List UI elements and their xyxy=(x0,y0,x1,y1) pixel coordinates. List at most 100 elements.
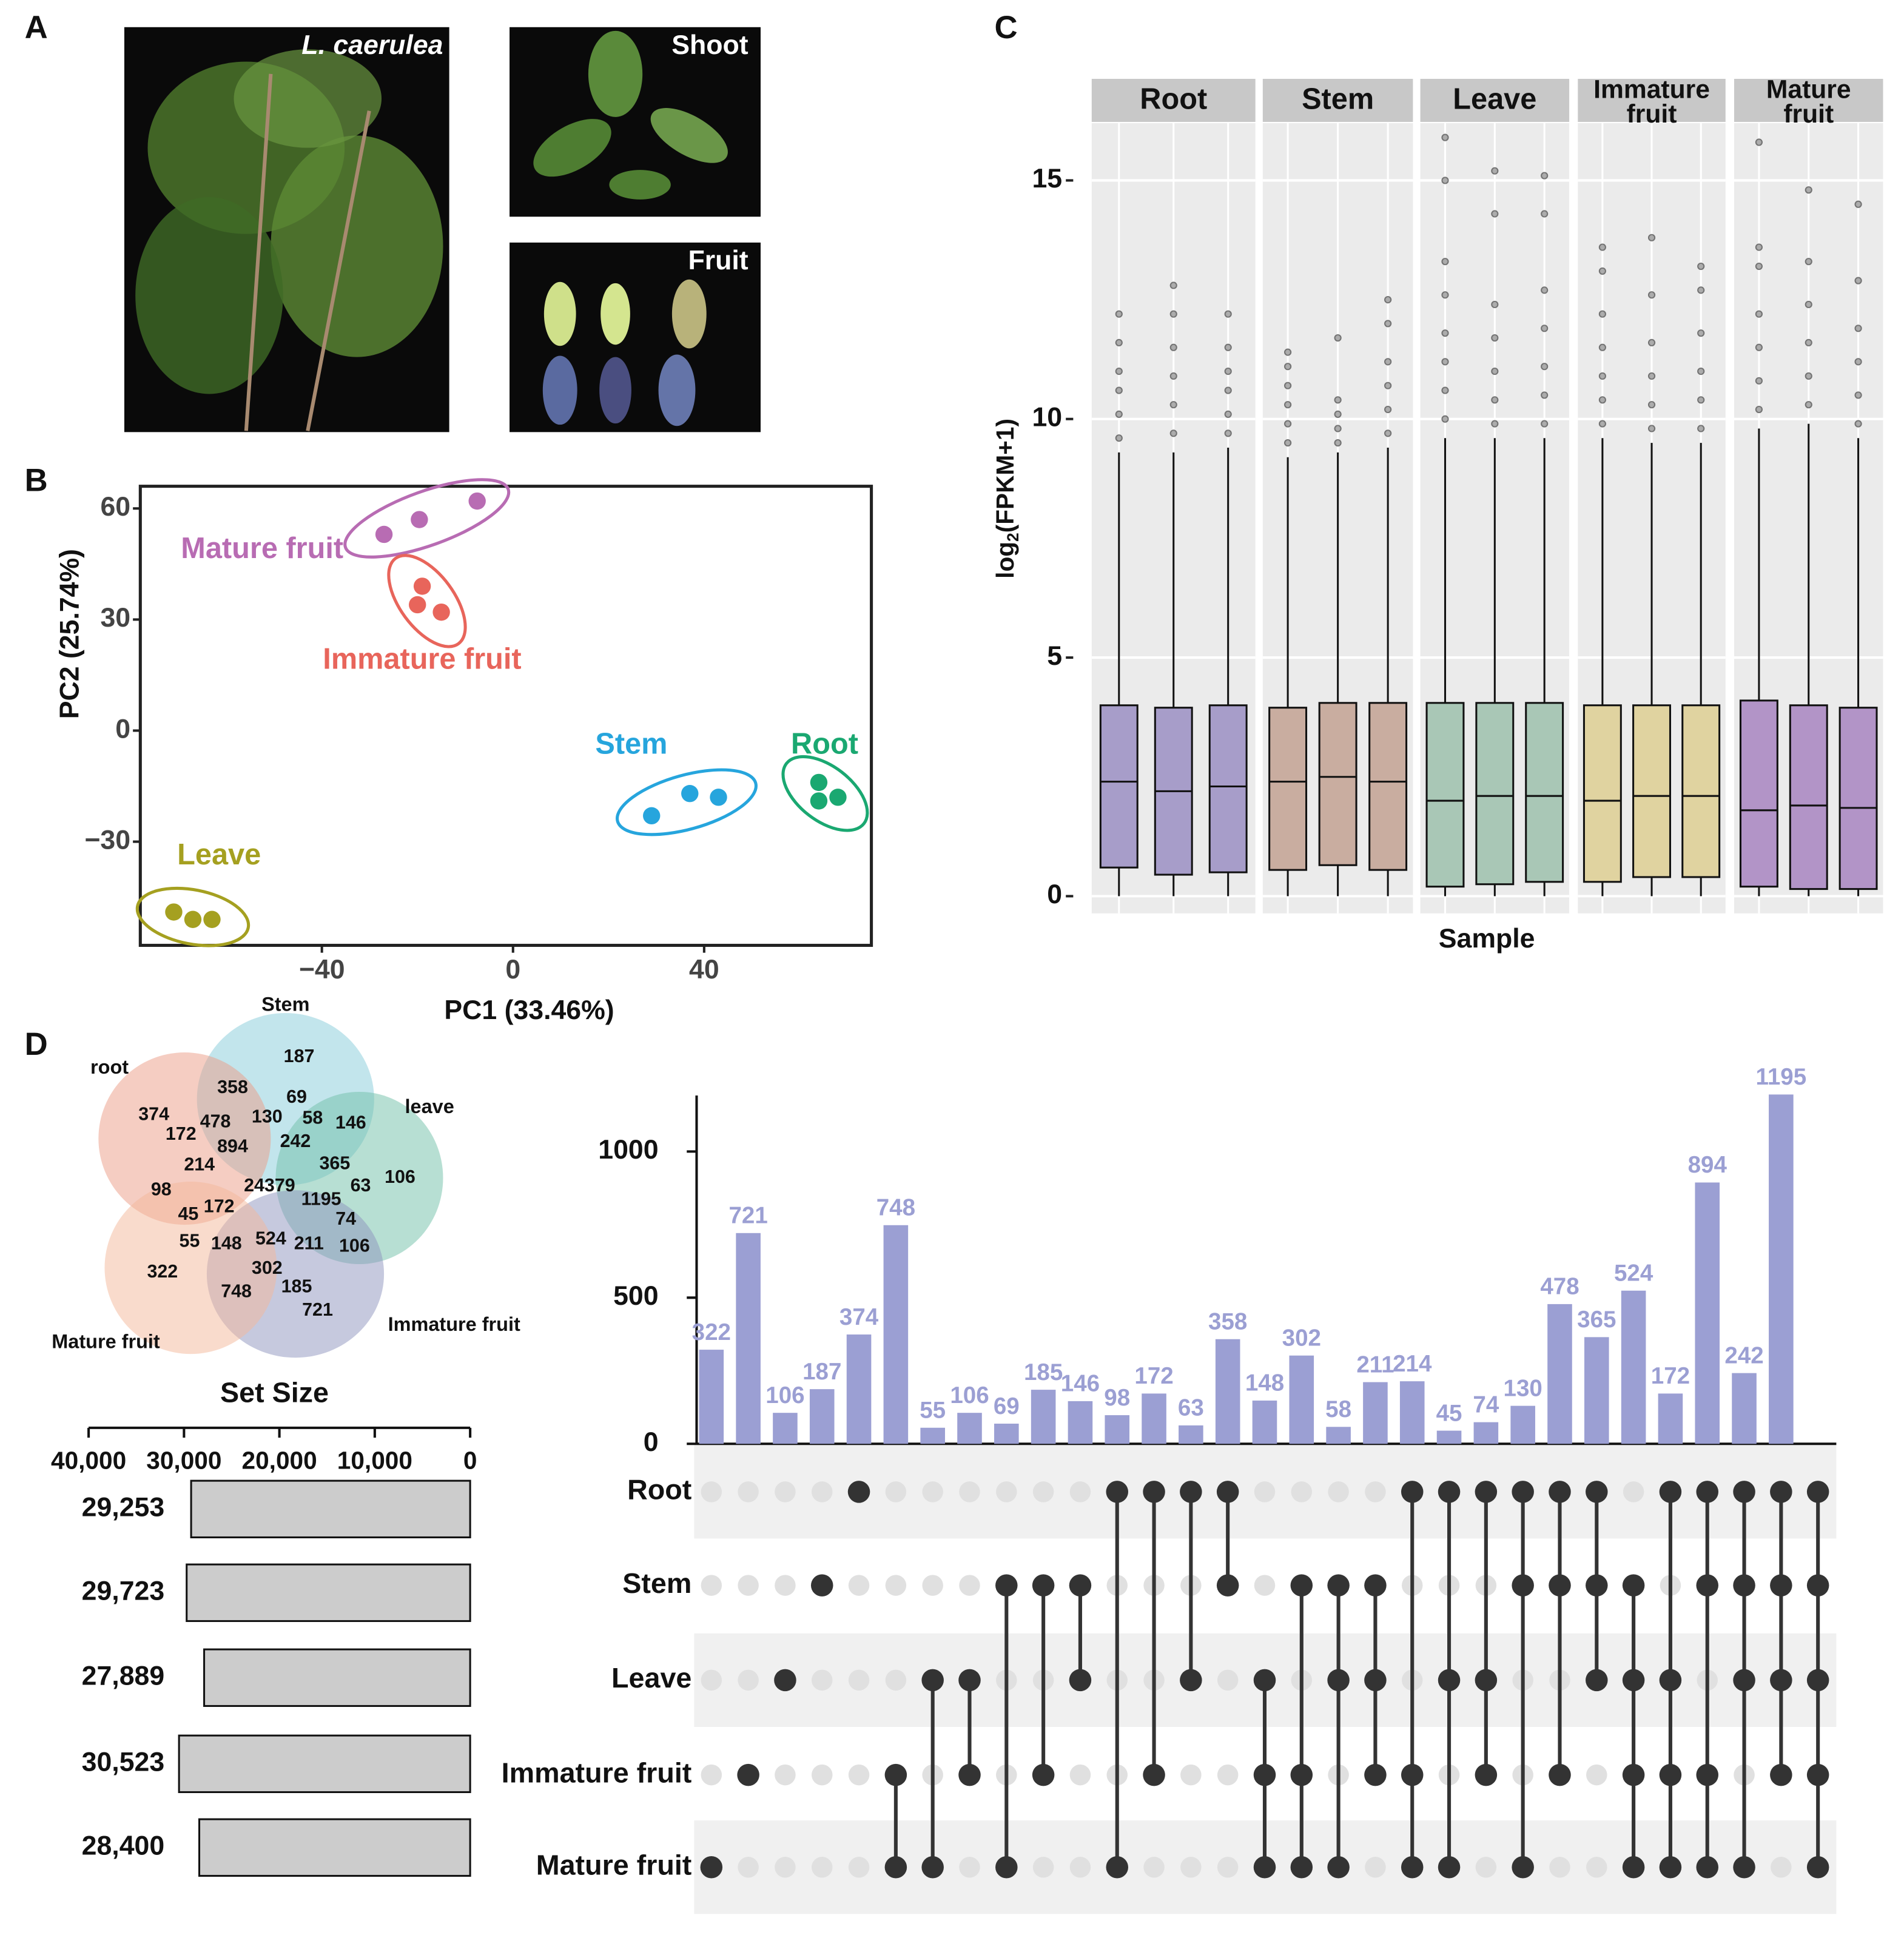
empty-dot xyxy=(922,1575,943,1596)
bar xyxy=(1215,1339,1240,1444)
outlier xyxy=(1697,286,1705,294)
point xyxy=(203,910,221,928)
outlier xyxy=(1697,396,1705,404)
point xyxy=(409,596,426,614)
empty-dot xyxy=(1217,1764,1239,1786)
x-tick-label: −40 xyxy=(299,955,345,984)
venn-count: 358 xyxy=(217,1077,248,1097)
outlier xyxy=(1441,258,1449,266)
point xyxy=(184,910,202,928)
point xyxy=(681,785,699,803)
member-dot xyxy=(700,1856,723,1879)
group-ellipse xyxy=(135,886,251,947)
member-dot xyxy=(1770,1481,1792,1503)
outlier xyxy=(1441,415,1449,423)
x-tick-label: 20,000 xyxy=(242,1446,317,1474)
y-tick-label: 0 xyxy=(1047,880,1062,909)
outlier xyxy=(1647,234,1656,241)
outlier xyxy=(1647,425,1656,432)
y-axis-title-part: (FPKM+1) xyxy=(991,419,1019,533)
bar xyxy=(920,1427,945,1444)
empty-dot xyxy=(775,1575,796,1596)
outlier xyxy=(1854,200,1862,208)
value-label: 894 xyxy=(1688,1152,1727,1178)
venn-count: 748 xyxy=(221,1281,252,1302)
member-dot xyxy=(1549,1763,1571,1786)
bar xyxy=(994,1424,1019,1444)
outlier xyxy=(1755,243,1763,251)
member-dot xyxy=(1327,1669,1350,1692)
y-tick-label: 0 xyxy=(115,714,130,744)
member-dot xyxy=(1180,1481,1202,1503)
outlier xyxy=(1598,372,1606,380)
member-dot xyxy=(1475,1763,1498,1786)
facet-strip xyxy=(1091,78,1256,123)
outlier xyxy=(1284,363,1292,371)
member-dot xyxy=(1327,1574,1350,1597)
outlier xyxy=(1854,325,1862,332)
venn-count: 130 xyxy=(252,1106,283,1127)
member-dot xyxy=(1069,1669,1092,1692)
empty-dot xyxy=(922,1481,943,1503)
facet-strip xyxy=(1734,78,1883,123)
member-dot xyxy=(1290,1763,1313,1786)
venn-count: 58 xyxy=(302,1108,323,1128)
bar xyxy=(1732,1373,1757,1444)
outlier xyxy=(1115,368,1123,375)
member-dot xyxy=(737,1763,759,1786)
member-dot xyxy=(921,1669,944,1692)
group-ellipse xyxy=(387,554,467,648)
member-dot xyxy=(774,1669,796,1692)
member-dot xyxy=(1586,1481,1608,1503)
bar xyxy=(1252,1400,1277,1444)
venn-count: 106 xyxy=(385,1166,415,1187)
outlier xyxy=(1384,358,1392,366)
outlier xyxy=(1491,300,1499,309)
value-label: 29,723 xyxy=(82,1577,165,1606)
member-dot xyxy=(1401,1481,1424,1503)
outlier xyxy=(1441,386,1449,394)
photo-label: Shoot xyxy=(671,30,748,60)
value-label: 172 xyxy=(1651,1363,1690,1389)
box xyxy=(1368,702,1408,871)
photo-shoot: Shoot xyxy=(510,27,761,217)
empty-dot xyxy=(1032,1857,1054,1878)
facet-strip xyxy=(1262,78,1413,123)
empty-dot xyxy=(701,1764,722,1786)
empty-dot xyxy=(996,1481,1017,1503)
venn-count: 24379 xyxy=(244,1175,295,1196)
member-dot xyxy=(1806,1481,1829,1503)
y-axis-title-part: log xyxy=(991,542,1019,579)
outlier xyxy=(1647,291,1656,299)
bar xyxy=(1695,1182,1720,1444)
outlier xyxy=(1541,391,1549,399)
y-tick-label: 30 xyxy=(100,603,130,633)
value-label: 69 xyxy=(994,1393,1020,1419)
series-label: Mature fruit xyxy=(181,532,343,565)
point xyxy=(413,577,431,595)
member-dot xyxy=(995,1856,1018,1879)
member-dot xyxy=(1364,1763,1387,1786)
venn-count: 172 xyxy=(166,1123,197,1144)
empty-dot xyxy=(959,1575,980,1596)
bar xyxy=(198,1818,471,1877)
empty-dot xyxy=(1623,1481,1644,1503)
member-dot xyxy=(1622,1669,1645,1692)
outlier xyxy=(1541,172,1549,180)
empty-dot xyxy=(885,1481,907,1503)
value-label: 27,889 xyxy=(82,1661,165,1691)
outlier xyxy=(1598,396,1606,404)
facet-label: Immature fruit xyxy=(1593,75,1710,129)
outlier xyxy=(1224,386,1232,394)
outlier xyxy=(1169,281,1177,289)
member-dot xyxy=(1253,1669,1276,1692)
outlier xyxy=(1224,368,1232,375)
x-tick-label: 40,000 xyxy=(51,1446,126,1474)
venn-count: 63 xyxy=(351,1175,371,1196)
member-dot xyxy=(958,1763,981,1786)
member-dot xyxy=(1216,1574,1239,1597)
empty-dot xyxy=(1032,1481,1054,1503)
empty-dot xyxy=(848,1669,870,1691)
outlier xyxy=(1697,262,1705,271)
series-label: Stem xyxy=(595,728,667,761)
